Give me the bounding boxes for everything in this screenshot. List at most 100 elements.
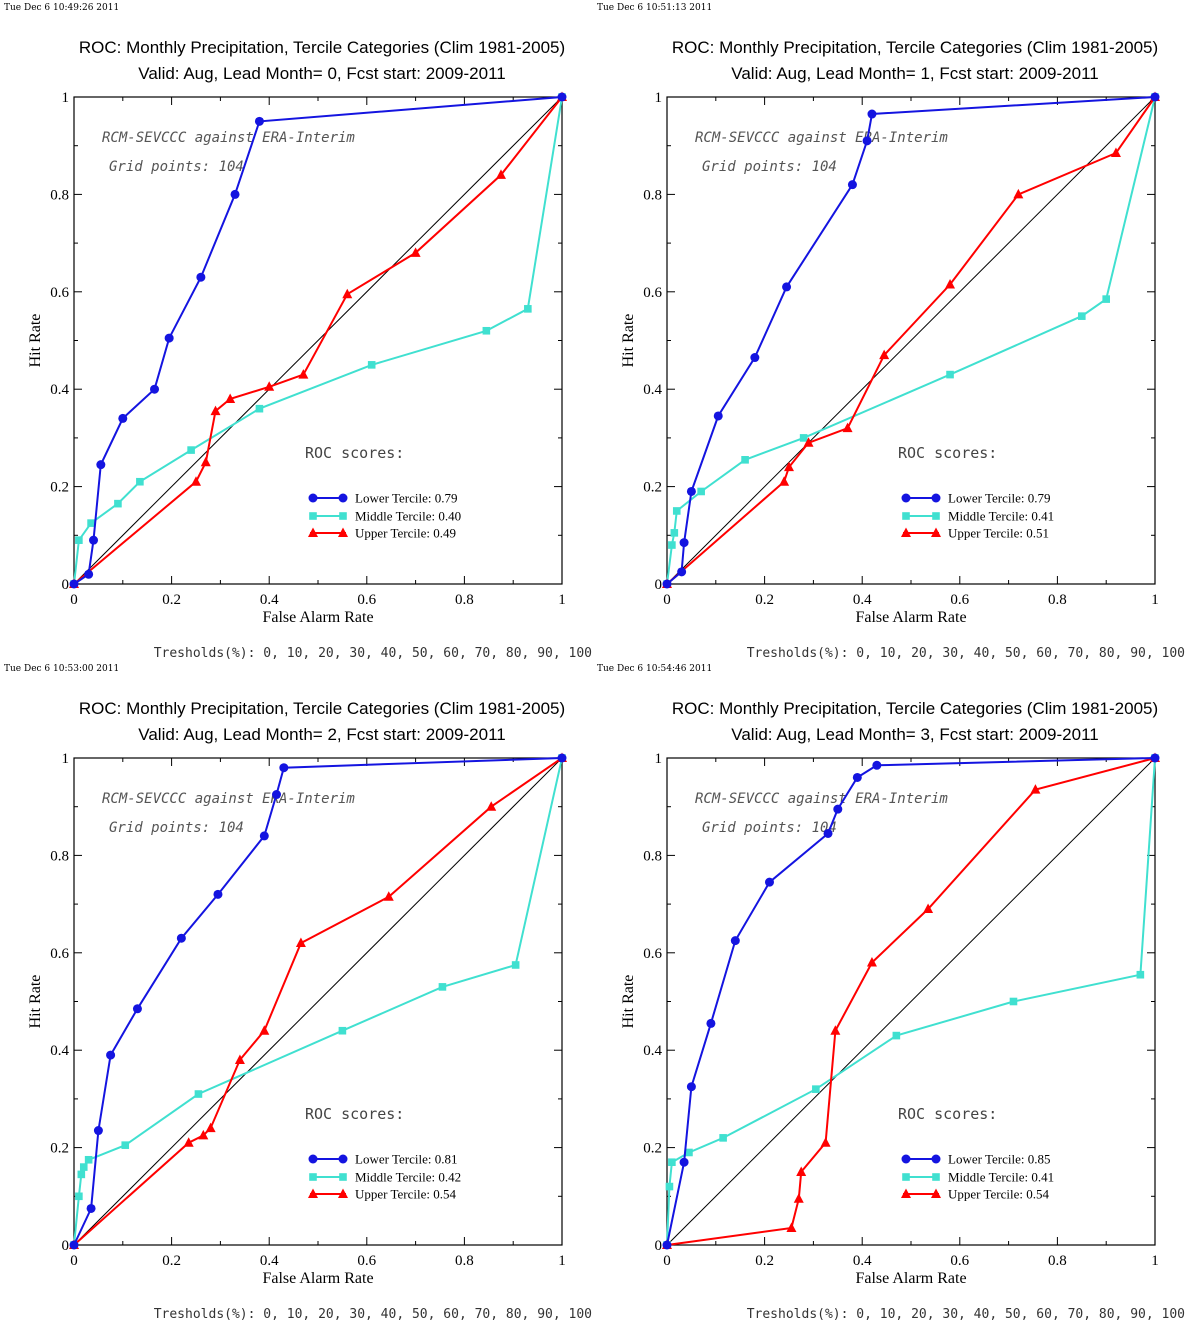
y-tick-label: 0.4 (50, 382, 69, 398)
x-tick-label: 0.4 (260, 1253, 279, 1269)
roc-scores-heading: ROC scores: (305, 444, 404, 462)
y-tick-label: 0.4 (50, 1043, 69, 1059)
y-tick-label: 0.8 (50, 187, 69, 203)
lower-tercile-point (230, 189, 240, 199)
upper-tercile-point (198, 1129, 209, 1140)
x-tick-label: 0 (663, 1253, 671, 1269)
upper-tercile-legend-marker (931, 1188, 941, 1198)
lower-tercile-point (96, 460, 106, 470)
x-tick-label: 0.6 (357, 592, 376, 608)
lower-tercile-point (847, 180, 857, 190)
upper-tercile-point (1013, 188, 1024, 199)
chart-subtitle: Valid: Aug, Lead Month= 2, Fcst start: 2… (138, 725, 505, 744)
middle-tercile-point (668, 541, 676, 549)
roc-chart: Tue Dec 6 10:54:46 2011 ROC: Monthly Prec… (597, 664, 1185, 1322)
thresholds-text: Tresholds(%): 0, 10, 20, 30, 40, 50, 60,… (154, 646, 592, 661)
lower-tercile-point (686, 1082, 696, 1092)
middle-tercile-legend-label: Middle Tercile: 0.41 (948, 509, 1054, 524)
middle-tercile-legend-marker (339, 512, 347, 520)
y-axis-label: Hit Rate (27, 975, 44, 1029)
timestamp: Tue Dec 6 10:54:46 2011 (597, 664, 712, 674)
upper-tercile-point (205, 1122, 216, 1133)
x-tick-label: 1 (558, 592, 566, 608)
upper-tercile-point (779, 476, 790, 486)
upper-tercile-point (225, 393, 236, 403)
lower-tercile-legend-marker (338, 493, 348, 503)
lower-tercile-legend-marker (308, 493, 318, 503)
upper-tercile-point (793, 1193, 804, 1203)
annotation-model-vs-reanalysis: RCM-SEVCCC against ERA-Interim (695, 130, 948, 146)
no-skill-diagonal (666, 757, 1156, 1246)
middle-tercile-legend-marker (902, 512, 910, 520)
middle-tercile-point (367, 361, 376, 369)
y-tick-label: 0.2 (643, 480, 662, 496)
lower-tercile-point (872, 760, 882, 770)
thresholds-text: Tresholds(%): 0, 10, 20, 30, 40, 50, 60,… (747, 1307, 1185, 1322)
y-tick-label: 0.6 (50, 946, 69, 962)
y-tick-label: 0.6 (643, 285, 662, 301)
chart-title: ROC: Monthly Precipitation, Tercile Cate… (672, 38, 1158, 57)
upper-tercile-point (820, 1137, 831, 1147)
lower-tercile-point (557, 92, 567, 102)
x-tick-label: 0 (663, 592, 671, 608)
middle-tercile-legend-marker (932, 512, 940, 520)
y-tick-label: 1 (62, 90, 70, 106)
middle-tercile-line (666, 757, 1156, 1246)
lower-tercile-legend-marker (338, 1154, 348, 1164)
x-tick-label: 0.8 (1048, 1253, 1067, 1269)
chart-subtitle: Valid: Aug, Lead Month= 0, Fcst start: 2… (138, 64, 505, 83)
chart-subtitle: Valid: Aug, Lead Month= 1, Fcst start: 2… (731, 64, 1098, 83)
x-axis-label: False Alarm Rate (855, 609, 966, 626)
middle-tercile-point (87, 519, 95, 527)
upper-tercile-point (796, 1166, 807, 1176)
middle-tercile-legend-label: Middle Tercile: 0.42 (355, 1170, 461, 1185)
upper-tercile-legend-marker (931, 527, 941, 537)
middle-tercile-point (75, 1192, 83, 1201)
no-skill-diagonal (73, 96, 563, 585)
lower-tercile-point (1150, 753, 1160, 763)
lower-tercile-point (196, 272, 206, 282)
lower-tercile-point (106, 1050, 116, 1060)
upper-tercile-point (210, 405, 221, 416)
upper-tercile-legend-label: Upper Tercile: 0.49 (355, 526, 456, 541)
chart-title: ROC: Monthly Precipitation, Tercile Cate… (672, 699, 1158, 718)
middle-tercile-point (812, 1085, 820, 1093)
middle-tercile-point (799, 434, 808, 442)
x-tick-label: 0.2 (162, 1253, 181, 1269)
lower-tercile-point (69, 579, 79, 589)
x-tick-label: 0.2 (755, 592, 774, 608)
lower-tercile-point (686, 486, 696, 496)
lower-tercile-point (557, 753, 567, 763)
upper-tercile-point (200, 456, 211, 467)
middle-tercile-point (672, 507, 681, 515)
roc-chart: Tue Dec 6 10:49:26 2011 ROC: Monthly Prec… (4, 3, 592, 661)
upper-tercile-legend-marker (308, 1188, 318, 1198)
y-tick-label: 1 (655, 751, 663, 767)
lower-tercile-point (118, 413, 128, 423)
timestamp: Tue Dec 6 10:49:26 2011 (4, 3, 119, 13)
upper-tercile-legend-label: Upper Tercile: 0.54 (355, 1187, 457, 1202)
upper-tercile-point (784, 461, 794, 472)
middle-tercile-point (524, 305, 532, 313)
annotation-grid-points: Grid points: 104 (109, 820, 244, 836)
thresholds-text: Tresholds(%): 0, 10, 20, 30, 40, 50, 60,… (747, 646, 1185, 661)
middle-tercile-point (75, 536, 83, 544)
x-tick-label: 0.2 (162, 592, 181, 608)
middle-tercile-legend-marker (309, 512, 317, 520)
roc-panel-lead-2: Tue Dec 6 10:53:00 2011 ROC: Monthly Prec… (0, 661, 593, 1322)
upper-tercile-point (842, 422, 853, 433)
upper-tercile-point (866, 957, 877, 967)
chart-subtitle: Valid: Aug, Lead Month= 3, Fcst start: 2… (731, 725, 1098, 744)
x-tick-label: 0.4 (260, 592, 279, 608)
upper-tercile-point (496, 169, 506, 179)
lower-tercile-point (679, 1157, 689, 1167)
y-tick-label: 0.8 (643, 848, 662, 864)
middle-tercile-point (685, 1148, 693, 1157)
lower-tercile-legend-label: Lower Tercile: 0.79 (355, 491, 457, 506)
upper-tercile-point (183, 1137, 194, 1147)
upper-tercile-legend-marker (338, 1188, 348, 1198)
y-axis-label: Hit Rate (620, 314, 637, 368)
lower-tercile-legend-marker (901, 493, 911, 503)
y-tick-label: 0 (62, 1238, 70, 1254)
y-tick-label: 0.2 (643, 1141, 662, 1157)
